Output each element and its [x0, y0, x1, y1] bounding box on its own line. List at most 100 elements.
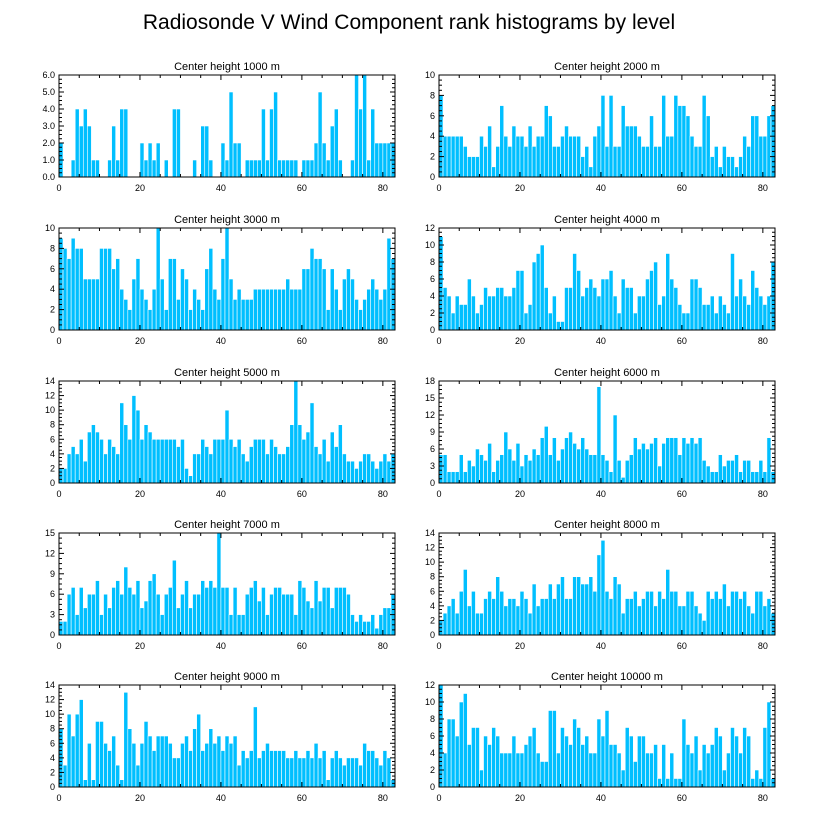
bar — [143, 424, 149, 484]
bar — [471, 156, 476, 178]
bar — [713, 590, 719, 636]
bar — [107, 607, 112, 636]
bar — [722, 304, 727, 331]
bar — [588, 576, 594, 636]
bar — [442, 287, 448, 331]
bar — [713, 727, 719, 788]
bar — [119, 779, 125, 788]
bar — [257, 288, 262, 331]
bar — [499, 454, 505, 484]
x-tick-label: 20 — [515, 183, 525, 193]
bar — [600, 454, 606, 484]
x-tick-label: 60 — [677, 641, 687, 651]
bar — [139, 142, 145, 178]
y-tick-label: 2 — [430, 152, 435, 162]
bar — [224, 409, 230, 484]
bar — [738, 156, 743, 178]
bar — [734, 166, 739, 178]
bar — [236, 142, 242, 178]
bar — [378, 460, 384, 484]
y-tick-label: 0 — [50, 325, 55, 335]
bar — [718, 454, 723, 484]
bar — [309, 402, 315, 484]
bar — [325, 309, 331, 331]
x-tick-label: 60 — [677, 489, 687, 499]
y-tick-label: 3 — [430, 461, 435, 471]
bar — [66, 593, 72, 636]
bar — [111, 446, 116, 484]
bar — [515, 135, 521, 178]
bar — [143, 159, 149, 178]
bar — [305, 600, 311, 636]
bar — [539, 437, 545, 484]
bar — [87, 593, 92, 636]
bar — [139, 607, 145, 636]
bar — [329, 125, 335, 178]
bar — [62, 468, 68, 484]
bar — [297, 424, 303, 484]
bar — [653, 744, 658, 788]
bar — [750, 115, 756, 178]
bar — [200, 580, 206, 636]
bar — [726, 752, 731, 788]
panel-title: Center height 2000 m — [554, 61, 660, 73]
bar — [70, 237, 76, 331]
y-tick-label: 14 — [45, 680, 55, 690]
bar — [576, 270, 581, 331]
bar — [495, 287, 501, 331]
bar — [588, 278, 594, 331]
bar — [742, 590, 747, 636]
bar — [123, 566, 129, 636]
bar — [285, 757, 291, 788]
bar — [766, 598, 772, 636]
bar — [616, 312, 622, 331]
bar — [616, 460, 622, 484]
bar — [293, 288, 299, 331]
bar — [386, 460, 392, 484]
bar — [608, 270, 614, 331]
bar — [612, 295, 618, 331]
y-tick-label: 15 — [425, 393, 435, 403]
bar — [649, 115, 654, 178]
bar — [273, 91, 278, 178]
x-tick-label: 80 — [758, 336, 768, 346]
bar — [669, 437, 675, 484]
bar — [507, 752, 513, 788]
bar — [99, 248, 104, 331]
bar — [499, 287, 505, 331]
y-tick-label: 6 — [430, 444, 435, 454]
bar — [163, 735, 169, 788]
bar — [87, 742, 92, 788]
bar — [216, 735, 222, 788]
bar — [535, 135, 541, 178]
bar — [115, 453, 121, 484]
bar — [159, 614, 165, 636]
bar — [338, 587, 343, 636]
bar — [633, 125, 638, 178]
bar — [172, 108, 177, 178]
x-tick-label: 40 — [596, 336, 606, 346]
bar — [600, 278, 606, 331]
bar — [382, 607, 388, 636]
bar — [742, 135, 747, 178]
bar — [527, 125, 533, 178]
bar — [519, 270, 525, 331]
x-tick-label: 80 — [378, 183, 388, 193]
bar — [58, 621, 64, 636]
bar — [281, 159, 286, 178]
bar — [253, 288, 258, 331]
bar — [503, 431, 509, 484]
bar — [491, 598, 496, 636]
bar — [661, 598, 667, 636]
bar — [78, 587, 84, 636]
x-tick-label: 40 — [596, 183, 606, 193]
bar — [200, 125, 206, 178]
bar — [523, 744, 529, 788]
y-tick-label: 0 — [430, 172, 435, 182]
bar — [722, 146, 727, 178]
bar — [462, 146, 468, 178]
bar — [645, 146, 650, 178]
bar — [103, 248, 108, 331]
bar — [701, 460, 707, 484]
y-tick-label: 10 — [425, 697, 435, 707]
